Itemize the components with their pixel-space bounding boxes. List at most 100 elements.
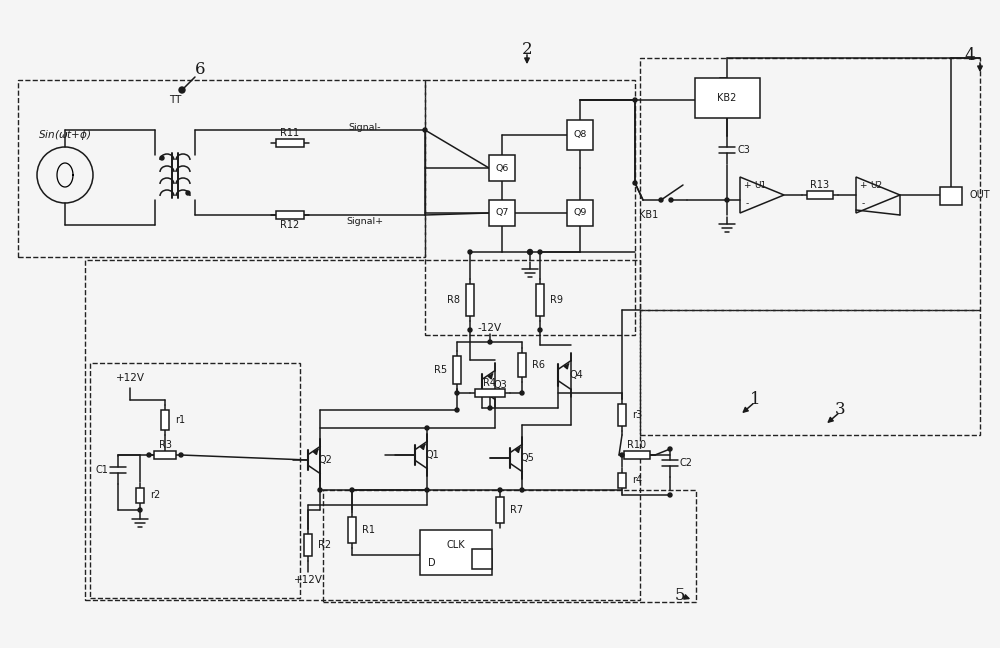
Bar xyxy=(624,451,650,459)
Text: 2: 2 xyxy=(522,41,532,58)
Bar xyxy=(489,200,515,226)
Text: Q8: Q8 xyxy=(573,130,587,139)
Circle shape xyxy=(468,328,472,332)
Bar xyxy=(472,549,492,569)
Bar xyxy=(567,120,593,150)
Bar xyxy=(518,353,526,377)
Circle shape xyxy=(138,508,142,512)
Text: R3: R3 xyxy=(158,440,172,450)
Circle shape xyxy=(423,128,427,132)
Bar xyxy=(90,363,300,598)
Bar xyxy=(640,310,980,435)
Text: r1: r1 xyxy=(175,415,185,425)
Bar xyxy=(940,187,962,205)
Circle shape xyxy=(455,391,459,395)
Bar xyxy=(640,58,980,310)
Text: R6: R6 xyxy=(532,360,545,370)
Text: 1: 1 xyxy=(750,391,760,408)
Bar xyxy=(18,80,425,257)
Text: C1: C1 xyxy=(95,465,108,475)
Text: r3: r3 xyxy=(632,410,642,420)
Bar xyxy=(496,497,504,523)
Text: +12V: +12V xyxy=(116,373,144,383)
Text: Sin($\omega$t+$\phi$): Sin($\omega$t+$\phi$) xyxy=(38,128,92,142)
Text: -: - xyxy=(861,200,865,209)
Text: 4: 4 xyxy=(965,47,975,64)
Text: Signal-: Signal- xyxy=(349,124,381,132)
Circle shape xyxy=(468,250,472,254)
Text: Q5: Q5 xyxy=(520,453,534,463)
Circle shape xyxy=(186,191,190,195)
Text: Q6: Q6 xyxy=(495,163,509,172)
Bar xyxy=(136,487,144,502)
Text: R11: R11 xyxy=(280,128,300,138)
Text: -: - xyxy=(745,200,749,209)
Bar xyxy=(85,260,640,600)
Circle shape xyxy=(520,488,524,492)
Text: R9: R9 xyxy=(550,295,563,305)
Circle shape xyxy=(538,250,542,254)
Text: R10: R10 xyxy=(627,440,647,450)
Circle shape xyxy=(160,156,164,160)
Circle shape xyxy=(528,249,532,255)
Circle shape xyxy=(520,391,524,395)
Text: 6: 6 xyxy=(195,62,205,78)
Text: R12: R12 xyxy=(280,220,300,230)
Circle shape xyxy=(498,488,502,492)
Bar xyxy=(618,472,626,487)
Circle shape xyxy=(620,453,624,457)
Text: Q2: Q2 xyxy=(318,455,332,465)
Text: +12V: +12V xyxy=(294,575,322,585)
Bar xyxy=(567,200,593,226)
Bar xyxy=(154,451,176,459)
Text: Q1: Q1 xyxy=(425,450,439,460)
Text: r4: r4 xyxy=(632,475,642,485)
Text: 5: 5 xyxy=(675,586,685,603)
Circle shape xyxy=(633,181,637,185)
Text: R4: R4 xyxy=(484,378,496,388)
Text: R2: R2 xyxy=(318,540,331,550)
Text: r2: r2 xyxy=(150,490,160,500)
Text: +: + xyxy=(859,181,867,191)
Text: R1: R1 xyxy=(362,525,375,535)
Text: Signal+: Signal+ xyxy=(346,218,384,227)
Circle shape xyxy=(669,198,673,202)
Circle shape xyxy=(488,406,492,410)
Bar xyxy=(618,404,626,426)
Text: Q9: Q9 xyxy=(573,209,587,218)
Bar xyxy=(475,389,505,397)
Bar xyxy=(348,517,356,543)
Circle shape xyxy=(318,488,322,492)
Circle shape xyxy=(633,98,637,102)
Circle shape xyxy=(488,340,492,344)
Text: U2: U2 xyxy=(870,181,882,189)
Bar xyxy=(304,534,312,556)
Text: TT: TT xyxy=(169,95,181,105)
Bar xyxy=(536,284,544,316)
Text: OUT: OUT xyxy=(970,190,991,200)
Circle shape xyxy=(668,447,672,451)
Circle shape xyxy=(668,493,672,497)
Circle shape xyxy=(538,328,542,332)
Text: CLK: CLK xyxy=(447,540,465,550)
Circle shape xyxy=(147,453,151,457)
Text: R7: R7 xyxy=(510,505,523,515)
Bar xyxy=(323,490,696,602)
Text: 3: 3 xyxy=(835,402,845,419)
Circle shape xyxy=(179,453,183,457)
Circle shape xyxy=(350,488,354,492)
Text: R5: R5 xyxy=(434,365,447,375)
Circle shape xyxy=(455,408,459,412)
Text: +: + xyxy=(743,181,751,191)
Circle shape xyxy=(425,488,429,492)
Text: -12V: -12V xyxy=(478,323,502,333)
Circle shape xyxy=(425,426,429,430)
Text: D: D xyxy=(428,558,436,568)
Text: U1: U1 xyxy=(754,181,766,189)
Circle shape xyxy=(725,198,729,202)
Text: KB1: KB1 xyxy=(639,210,659,220)
Bar xyxy=(425,80,635,335)
Bar xyxy=(807,191,833,199)
Text: R8: R8 xyxy=(447,295,460,305)
Text: R13: R13 xyxy=(810,180,830,190)
